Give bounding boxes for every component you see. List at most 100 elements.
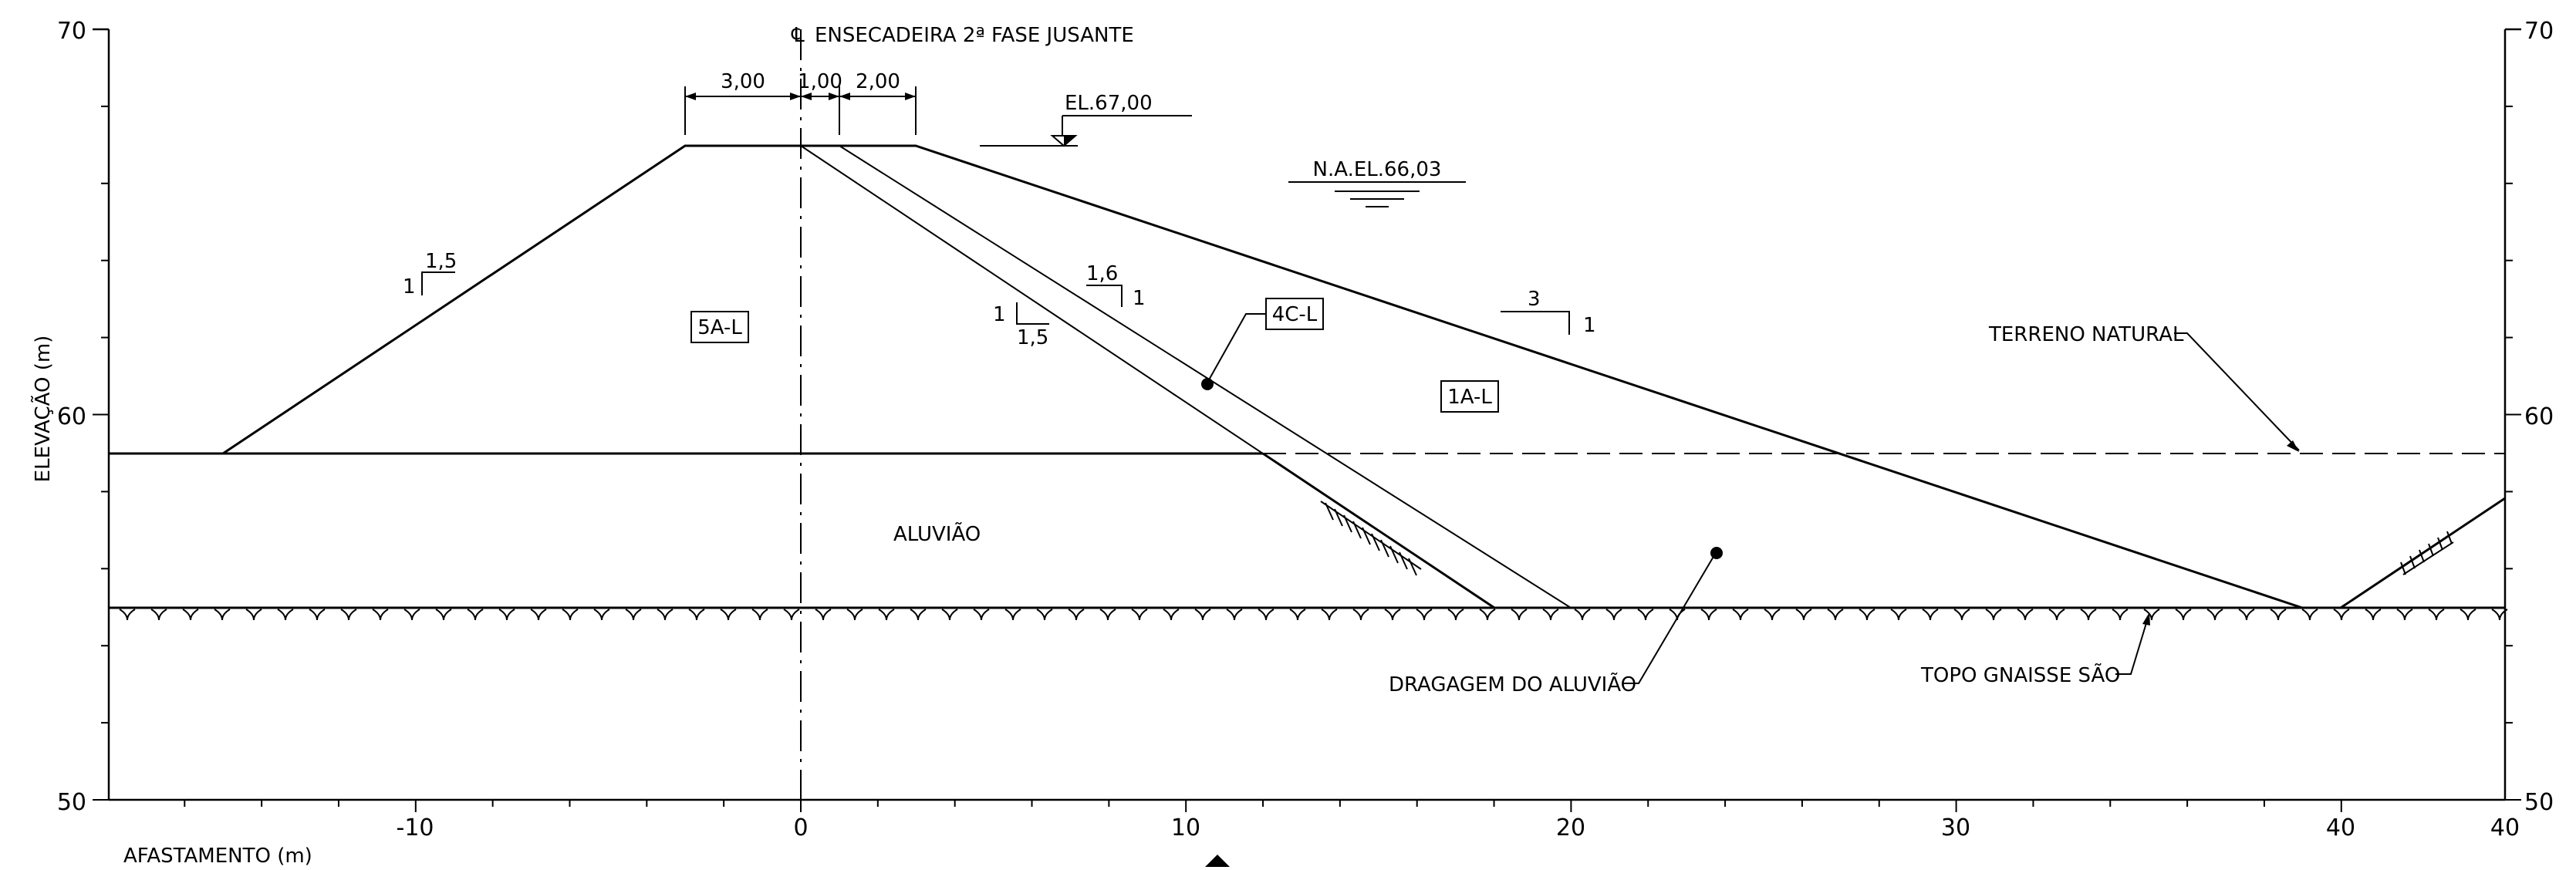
rock-hatch-ticks [119,609,2508,621]
svg-text:1A-L: 1A-L [1447,386,1492,409]
rock-tick [657,609,674,621]
rock-tick [2460,609,2476,621]
rock-tick [1099,609,1116,621]
rock-tick [1131,609,1148,621]
y-tick-label-right: 50 [2524,789,2554,816]
alluvium-label: ALUVIÃO [893,521,981,546]
rock-tick [1953,609,1970,621]
material-label-1a: 1A-L [1440,380,1499,413]
rock-tick [467,609,484,621]
x-tick-label: 10 [1171,814,1200,841]
rock-tick [435,609,452,621]
slope-label: 1 [403,275,416,298]
rock-tick [2048,609,2065,621]
rock-tick [2143,609,2160,621]
rock-tick [1859,609,1875,621]
rock-tick [1036,609,1053,621]
rock-tick [1985,609,2002,621]
rock-top-annotation: TOPO GNAISSE SÃO [1920,612,2150,687]
rock-top-line [109,606,2508,621]
rock-tick [182,609,199,621]
embankment-outline [222,144,2303,609]
rock-tick [2491,609,2508,621]
rock-tick [1163,609,1180,621]
dimension-label: 1,00 [798,70,842,93]
rock-tick [403,609,420,621]
rock-tick [2206,609,2223,621]
svg-text:4C-L: 4C-L [1272,303,1318,326]
rock-tick [1321,609,1338,621]
svg-text:DRAGAGEM DO ALUVIÃO: DRAGAGEM DO ALUVIÃO [1389,672,1636,696]
rock-tick [973,609,990,621]
north-marker-icon [1205,855,1230,867]
material-label-5a: 5A-L [690,311,749,343]
rock-tick [340,609,357,621]
slope-core-down: 1,6 1 [1086,262,1146,310]
rock-tick [1258,609,1274,621]
rock-tick [1827,609,1844,621]
y-tick-label: 50 [57,789,86,816]
rock-tick [309,609,326,621]
x-tick-label: 0 [793,814,808,841]
svg-text:5A-L: 5A-L [697,316,742,339]
rock-tick [150,609,167,621]
rock-tick [593,609,610,621]
centerline-title: ENSECADEIRA 2ª FASE JUSANTE [815,24,1134,47]
x-tick-label: 40 [2326,814,2355,841]
earth-hatch-right [2400,531,2454,575]
rock-tick [941,609,958,621]
x-axis-title: AFASTAMENTO (m) [123,845,312,867]
rock-tick [1700,609,1717,621]
rock-tick [2238,609,2255,621]
core-line-right [839,145,1572,609]
rock-tick [1574,609,1591,621]
rock-tick [277,609,294,621]
rock-tick [1194,609,1211,621]
rock-tick [1068,609,1085,621]
dimension-label: 3,00 [721,70,765,93]
axes-frame [93,28,2521,812]
rock-tick [2365,609,2382,621]
svg-text:TOPO GNAISSE SÃO: TOPO GNAISSE SÃO [1920,663,2120,687]
rock-tick [245,609,262,621]
rock-tick [562,609,579,621]
rock-tick [625,609,642,621]
rock-tick [2175,609,2192,621]
rock-tick [2017,609,2034,621]
rock-tick [2396,609,2413,621]
rock-tick [1637,609,1654,621]
rock-tick [1511,609,1528,621]
rock-tick [1732,609,1749,621]
rock-tick [2428,609,2445,621]
centerline-symbol: ℄ [791,24,805,47]
rock-tick [1922,609,1939,621]
rock-tick [530,609,547,621]
dimension-label: 2,00 [856,70,900,93]
earth-hatch-left [1320,501,1422,576]
crest-elevation-marker: EL.67,00 [980,92,1192,147]
natural-ground-annotation: TERRENO NATURAL [1988,323,2300,452]
slope-downstream: 3 1 [1501,288,1596,337]
y-tick-label-right: 60 [2524,403,2554,430]
y-tick-label: 70 [57,18,86,45]
rock-tick [1542,609,1559,621]
rock-tick [688,609,705,621]
rock-tick [2112,609,2129,621]
rock-tick [720,609,737,621]
rock-tick [2270,609,2287,621]
rock-tick [2080,609,2097,621]
svg-text:TERRENO NATURAL: TERRENO NATURAL [1988,323,2184,346]
dredging-annotation: DRAGAGEM DO ALUVIÃO [1389,547,1723,696]
slope-label: 1,6 [1086,262,1118,285]
slope-label: 1 [1133,287,1146,310]
x-axis-ticks [184,800,2342,812]
rock-tick [1479,609,1496,621]
rock-tick [372,609,389,621]
rock-tick [751,609,768,621]
y-axis-title: ELEVAÇÃO (m) [30,336,55,483]
y-tick-label-right: 70 [2524,18,2554,45]
rock-tick [910,609,927,621]
slope-core-up: 1 1,5 [993,302,1049,349]
rock-tick [1004,609,1021,621]
